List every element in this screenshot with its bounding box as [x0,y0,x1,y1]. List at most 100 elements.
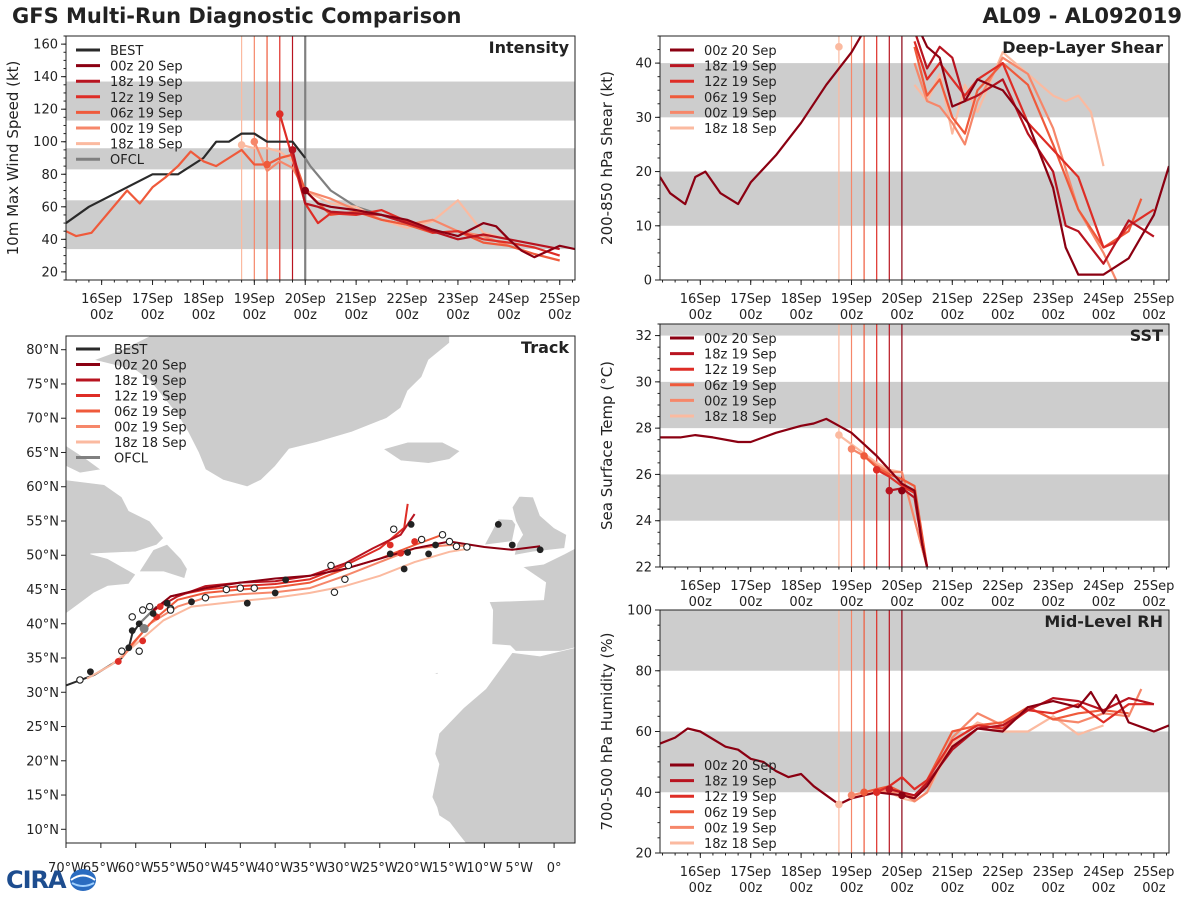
x-tick-day: 16Sep [680,292,721,307]
x-tick-hour: 00z [689,595,713,610]
legend-label: 00z 19 Sep [704,106,777,121]
x-tick-day: 18Sep [781,865,822,880]
y-axis-label: Sea Surface Temp (°C) [598,361,616,530]
y-tick-label: 60 [41,200,58,215]
x-tick-hour: 00z [294,308,318,323]
intermediate-position-marker [166,606,175,614]
x-tick-hour: 00z [739,595,763,610]
position-marker [125,644,133,652]
intermediate-position-marker [135,647,143,655]
series-line-run_00z20 [660,36,1169,276]
legend-label: 06z 19 Sep [114,405,187,420]
x-tick-hour: 00z [689,881,713,896]
x-tick-hour: 00z [991,881,1015,896]
landmass [431,647,575,843]
x-tick-hour: 00z [141,308,165,323]
x-tick-day: 24Sep [488,292,529,307]
intensity-plot-area [66,36,575,280]
init-marker-run_00z19 [250,137,259,146]
page-title: GFS Multi-Run Diagnostic Comparison [12,4,462,28]
legend-label: 00z 20 Sep [704,44,777,59]
legend-label: 12z 19 Sep [704,790,777,805]
rh-panel: 2040608010016Sep00z17Sep00z18Sep00z19Sep… [598,604,1174,897]
x-tick-day: 16Sep [81,292,122,307]
legend-label: 00z 20 Sep [704,332,777,347]
intermediate-position-marker [438,530,447,539]
position-marker [407,521,415,528]
x-tick-day: 23Sep [1033,292,1074,307]
lon-tick-label: 55°W [153,861,189,876]
y-tick-label: 160 [33,38,58,53]
x-tick-day: 19Sep [831,865,872,880]
lat-tick-label: 80°N [26,343,59,358]
y-tick-label: 32 [635,329,652,344]
rh-plot-area [660,610,1169,853]
x-tick-hour: 00z [1142,881,1166,896]
intermediate-position-marker [463,543,471,551]
x-tick-hour: 00z [840,881,864,896]
intermediate-position-marker [201,593,210,602]
x-tick-hour: 00z [1092,881,1116,896]
shaded-band [660,610,1169,671]
x-tick-hour: 00z [739,308,763,323]
lon-tick-label: 5°W [505,861,533,876]
y-tick-label: 60 [635,725,652,740]
legend-label: 06z 19 Sep [704,806,777,821]
x-tick-hour: 00z [1041,308,1065,323]
forecast-position-marker [386,541,394,549]
x-tick-day: 20Sep [881,292,922,307]
legend-label: 18z 19 Sep [704,60,777,75]
x-tick-day: 24Sep [1083,292,1124,307]
x-tick-day: 22Sep [387,292,428,307]
track-line-run_00z20 [152,540,541,611]
shaded-band [660,63,1169,118]
series-line-best [66,132,307,224]
x-tick-day: 17Sep [730,579,771,594]
y-tick-label: 28 [635,422,652,437]
legend-label: 18z 18 Sep [704,122,777,137]
series-line-run_12z19 [278,113,561,257]
panel-title: SST [1130,326,1163,345]
init-marker-run_18z19 [288,146,297,154]
x-tick-day: 22Sep [982,292,1023,307]
y-tick-label: 26 [635,468,652,483]
init-marker-run_18z18 [835,431,843,439]
x-tick-hour: 00z [192,308,216,323]
init-marker-run_18z19 [885,486,894,495]
x-tick-day: 16Sep [680,865,721,880]
legend-label: 00z 19 Sep [704,394,777,409]
legend-label: 18z 18 Sep [704,410,777,425]
landmass [488,548,575,652]
position-marker [508,541,516,549]
y-tick-label: 20 [635,165,652,180]
position-marker [128,627,136,635]
legend-label: 12z 19 Sep [114,390,187,405]
legend-label: 06z 19 Sep [704,379,777,394]
intermediate-position-marker [118,647,126,655]
lon-tick-label: 0° [547,861,562,876]
x-tick-day: 24Sep [1083,865,1124,880]
x-tick-hour: 00z [991,308,1015,323]
intermediate-position-marker [236,584,245,592]
forecast-position-marker [156,603,164,611]
y-tick-label: 10 [635,219,652,234]
shaded-band [660,324,1169,336]
series-line-run_00z20 [304,189,575,259]
init-marker-run_00z19 [847,445,856,453]
init-marker-run_12z19 [275,110,284,118]
landmass [138,543,188,579]
intermediate-position-marker [341,575,349,583]
intermediate-position-marker [76,676,84,684]
forecast-position-marker [397,549,405,557]
x-tick-day: 19Sep [234,292,275,307]
lon-tick-label: 40°W [257,861,293,876]
init-marker-run_12z19 [872,466,881,474]
lon-tick-label: 20°W [397,861,433,876]
init-marker-run_18z19 [885,785,894,794]
sst-plot-area [660,324,1169,567]
init-marker-run_06z19 [860,452,868,460]
init-marker-run_12z19 [872,788,881,797]
lat-tick-label: 20°N [26,754,59,769]
